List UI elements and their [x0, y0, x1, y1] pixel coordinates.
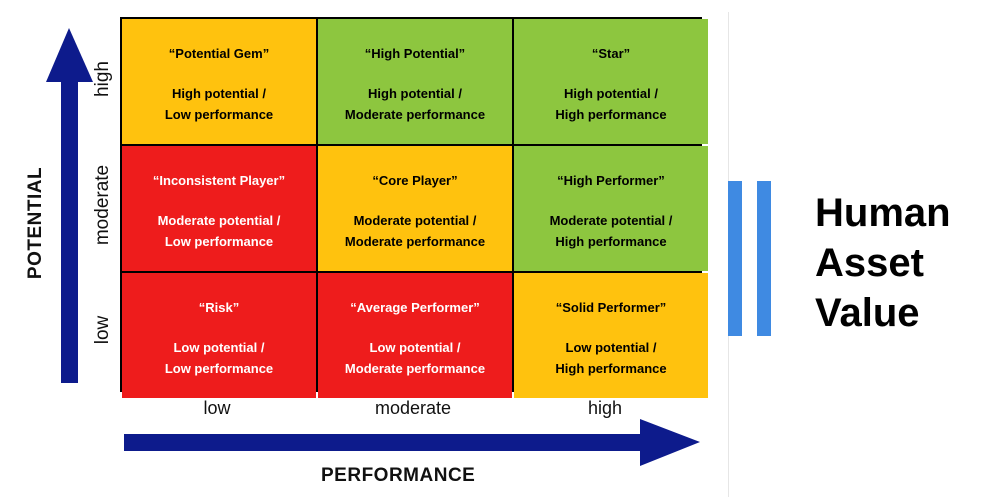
- cell-title: “Star”: [591, 46, 631, 61]
- cell-description: Low potential / Low performance: [164, 340, 274, 376]
- cell-average-performer: “Average Performer” Low potential / Mode…: [318, 273, 512, 398]
- cell-title: “Risk”: [198, 300, 240, 315]
- title-line: Value: [815, 291, 920, 335]
- cell-title: “Solid Performer”: [555, 300, 667, 315]
- cell-title: “Core Player”: [372, 173, 458, 188]
- column-label-moderate: moderate: [374, 398, 452, 418]
- cell-inconsistent-player: “Inconsistent Player” Moderate potential…: [122, 146, 316, 271]
- equals-bar-left: [728, 181, 742, 336]
- cell-core-player: “Core Player” Moderate potential / Moder…: [318, 146, 512, 271]
- cell-description: Low potential / High performance: [555, 340, 667, 376]
- cell-title: “High Performer”: [557, 173, 665, 188]
- cell-high-potential: “High Potential” High potential / Modera…: [318, 19, 512, 144]
- column-label-low: low: [203, 398, 231, 418]
- cell-title: “High Potential”: [364, 46, 466, 61]
- equals-bar-right: [757, 181, 771, 336]
- potential-axis-title: POTENTIAL: [25, 166, 46, 280]
- row-label-moderate: moderate: [92, 164, 113, 246]
- cell-description: Moderate potential / High performance: [549, 213, 673, 249]
- cell-risk: “Risk” Low potential / Low performance: [122, 273, 316, 398]
- performance-axis-title: PERFORMANCE: [321, 465, 476, 486]
- row-label-high: high: [92, 61, 113, 97]
- potential-arrow-head: [46, 28, 93, 82]
- cell-title: “Potential Gem”: [168, 46, 270, 61]
- cell-high-performer: “High Performer” Moderate potential / Hi…: [514, 146, 708, 271]
- cell-description: High potential / Low performance: [164, 86, 274, 122]
- performance-arrow-shaft: [124, 434, 646, 451]
- cell-potential-gem: “Potential Gem” High potential / Low per…: [122, 19, 316, 144]
- cell-star: “Star” High potential / High performance: [514, 19, 708, 144]
- column-label-high: high: [587, 398, 623, 418]
- cell-description: Low potential / Moderate performance: [344, 340, 486, 376]
- cell-description: High potential / Moderate performance: [344, 86, 486, 122]
- cell-title: “Average Performer”: [350, 300, 480, 315]
- cell-description: Moderate potential / Moderate performanc…: [344, 213, 486, 249]
- cell-description: Moderate potential / Low performance: [157, 213, 281, 249]
- cell-solid-performer: “Solid Performer” Low potential / High p…: [514, 273, 708, 398]
- row-label-low: low: [92, 315, 113, 345]
- cell-description: High potential / High performance: [555, 86, 667, 122]
- human-asset-value-title: Human Asset Value: [815, 188, 1000, 338]
- title-line: Asset: [815, 241, 924, 285]
- cell-title: “Inconsistent Player”: [152, 173, 286, 188]
- potential-arrow-shaft: [61, 80, 78, 383]
- performance-arrow-head: [640, 419, 700, 466]
- nine-box-grid: “Potential Gem” High potential / Low per…: [120, 17, 708, 398]
- title-line: Human: [815, 191, 951, 235]
